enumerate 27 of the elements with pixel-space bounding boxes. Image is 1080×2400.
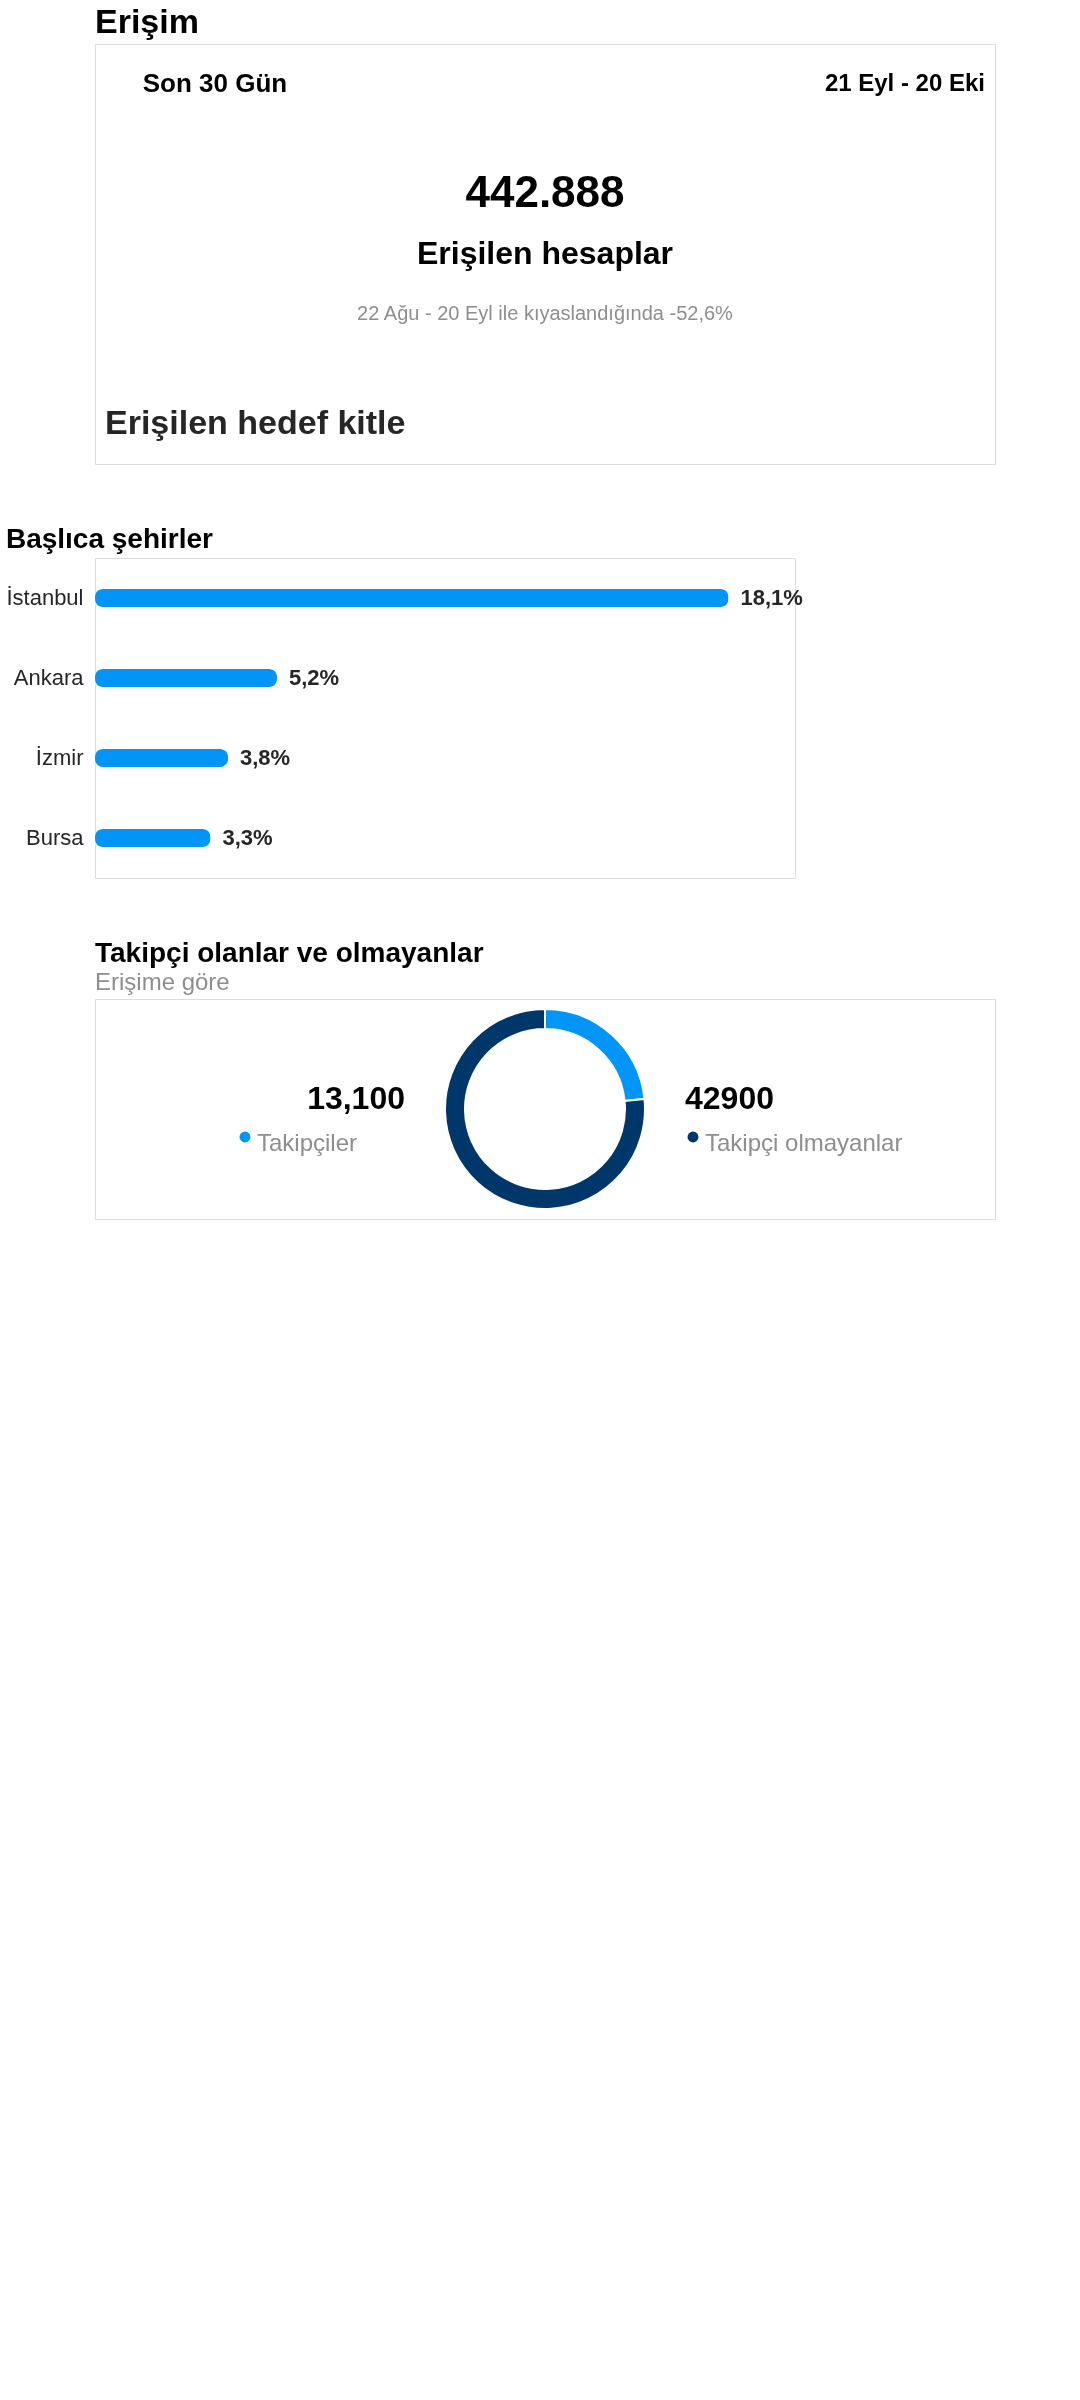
data-label: 42900 [685,1080,774,1116]
data-label: 13,100 [307,1080,405,1116]
legend-label: Takipçi olmayanlar [705,1129,903,1156]
y-tick-label: İzmir [35,745,84,770]
chart-title: Takipçi olanlar ve olmayanlar [95,937,484,968]
text: Erişim [95,2,199,40]
data-label: 3,3% [222,825,273,850]
bar [95,589,729,607]
chart-subtitle: Erişime göre [95,968,230,995]
data-label: 3,8% [240,745,291,770]
donut-slice [444,1008,646,1210]
chart-title: Başlıca şehirler [5,523,214,554]
text: 22 Ağu - 20 Eyl ile kıyaslandığında -52,6% [357,302,734,324]
text: Erişilen hedef kitle [105,403,406,441]
data-label: 5,2% [289,665,340,690]
text: Son 30 Gün [142,68,288,98]
text: Erişilen hesaplar [416,235,674,271]
bar [95,749,228,767]
text: 442.888 [465,167,625,216]
bar [95,669,277,687]
text: 21 Eyl - 20 Eki [824,69,985,96]
legend-label: Takipçiler [257,1129,358,1156]
bar [95,829,211,847]
y-tick-label: İstanbul [6,585,84,610]
data-label: 18,1% [740,585,803,610]
y-tick-label: Ankara [13,665,85,690]
y-tick-label: Bursa [26,825,85,850]
